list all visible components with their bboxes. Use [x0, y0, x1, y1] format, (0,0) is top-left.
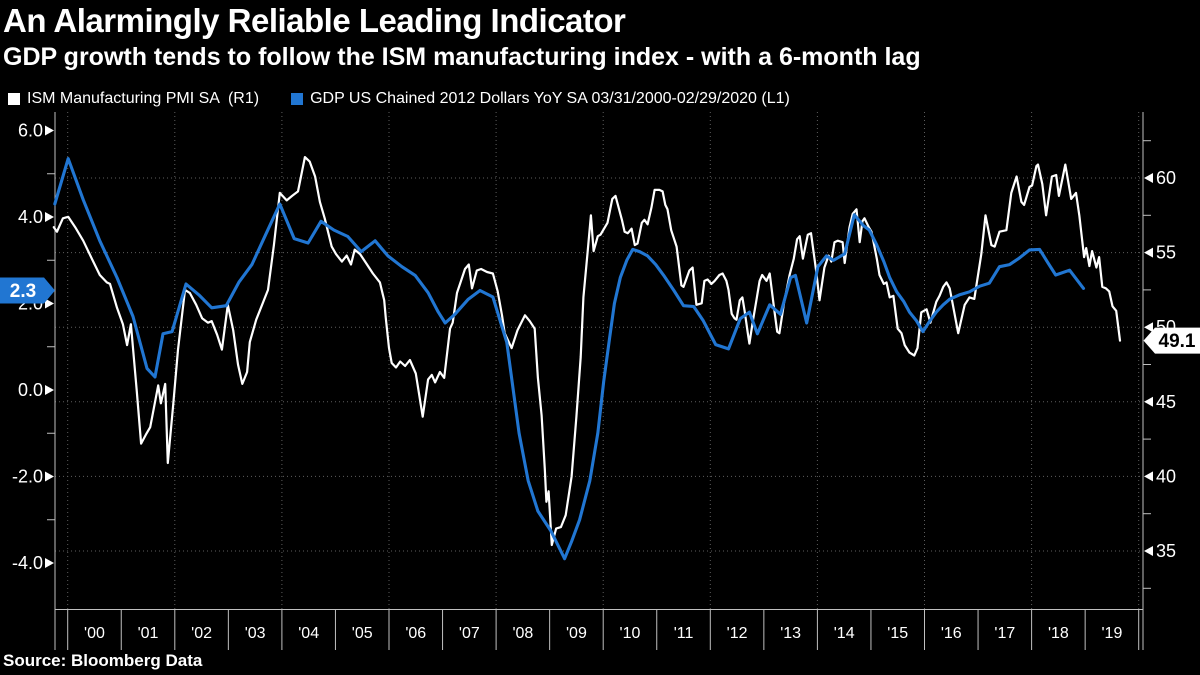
right-axis-tick-label: 60 — [1156, 168, 1176, 188]
right-axis-tick-label: 55 — [1156, 243, 1176, 263]
left-axis-tick-arrow-icon — [45, 298, 54, 309]
legend-item-gdp: GDP US Chained 2012 Dollars YoY SA 03/31… — [291, 90, 790, 108]
gdp-last-value-badge-text: 2.3 — [10, 281, 36, 302]
right-axis-tick-label: 40 — [1156, 466, 1176, 486]
gdp-series-line — [53, 157, 1086, 561]
ism-last-value-badge-text: 49.1 — [1159, 331, 1196, 352]
chart-title: An Alarmingly Reliable Leading Indicator — [3, 2, 626, 39]
year-tick-label: '16 — [941, 625, 962, 642]
right-axis-tick-arrow-icon — [1144, 546, 1153, 556]
year-tick-label: '04 — [298, 625, 319, 642]
left-axis-tick-label: 0.0 — [18, 380, 43, 400]
year-tick-label: '08 — [512, 625, 533, 642]
right-axis-tick-label: 45 — [1156, 392, 1176, 412]
ism-last-value-badge — [1143, 327, 1200, 354]
year-tick-label: '12 — [727, 625, 748, 642]
year-tick-label: '07 — [459, 625, 480, 642]
left-axis-tick-arrow-icon — [45, 212, 54, 222]
year-tick-label: '06 — [405, 625, 426, 642]
year-tick-label: '11 — [674, 625, 694, 642]
year-tick-label: '00 — [84, 625, 105, 642]
chart-subtitle: GDP growth tends to follow the ISM manuf… — [3, 43, 921, 71]
left-axis-tick-arrow-icon — [45, 385, 54, 395]
year-tick-label: '03 — [245, 625, 266, 642]
left-axis-tick-label: 6.0 — [18, 121, 43, 141]
chart-header: An Alarmingly Reliable Leading Indicator… — [3, 0, 921, 73]
right-axis-tick-arrow-icon — [1144, 471, 1153, 482]
year-tick-label: '14 — [834, 625, 855, 642]
right-axis-tick-arrow-icon — [1144, 322, 1153, 333]
year-tick-label: '02 — [191, 625, 212, 642]
year-tick-label: '15 — [887, 625, 908, 642]
chart-legend: ISM Manufacturing PMI SA (R1) GDP US Cha… — [8, 90, 790, 108]
gdp-series-swatch-icon — [291, 93, 304, 105]
ism-series-line — [52, 156, 1122, 547]
year-tick-label: '17 — [994, 625, 1015, 642]
left-axis-tick-label: -4.0 — [12, 553, 43, 573]
year-tick-label: '19 — [1101, 625, 1122, 642]
right-axis-tick-arrow-icon — [1144, 173, 1153, 183]
left-axis-tick-label: 4.0 — [18, 207, 43, 227]
year-tick-label: '10 — [620, 625, 641, 642]
year-tick-label: '18 — [1048, 625, 1069, 642]
right-axis-tick-arrow-icon — [1144, 247, 1153, 258]
year-tick-label: '05 — [352, 625, 373, 642]
year-tick-label: '01 — [138, 625, 159, 642]
legend-label-gdp: GDP US Chained 2012 Dollars YoY SA 03/31… — [310, 90, 790, 107]
legend-label-ism: ISM Manufacturing PMI SA (R1) — [27, 90, 260, 107]
year-tick-label: '09 — [566, 625, 587, 642]
gdp-last-value-badge — [0, 277, 55, 304]
right-axis-tick-label: 35 — [1156, 541, 1176, 561]
ism-series-swatch-icon — [8, 93, 20, 105]
year-tick-label: '13 — [780, 625, 801, 642]
left-axis-tick-arrow-icon — [45, 125, 54, 136]
right-axis-tick-arrow-icon — [1144, 396, 1153, 407]
left-axis-tick-label: -2.0 — [12, 467, 43, 487]
left-axis-tick-arrow-icon — [45, 471, 54, 482]
left-axis-tick-arrow-icon — [45, 558, 54, 568]
source-attribution: Source: Bloomberg Data — [3, 651, 203, 670]
legend-item-ism: ISM Manufacturing PMI SA (R1) — [8, 90, 259, 108]
